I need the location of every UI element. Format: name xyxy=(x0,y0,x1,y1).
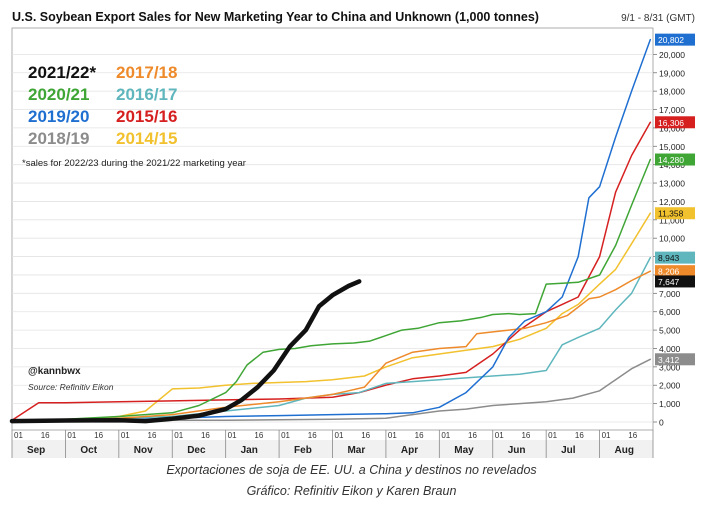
end-label-box xyxy=(655,207,695,220)
x-day-label: 16 xyxy=(41,431,50,440)
x-month-label: Jul xyxy=(561,445,576,456)
source-label: Source: Refinitiv Eikon xyxy=(28,382,114,392)
gridlines xyxy=(12,53,653,423)
y-tick-label: 2,000 xyxy=(659,381,681,391)
end-label-text: 20,802 xyxy=(658,35,684,45)
series-line xyxy=(11,121,652,421)
x-day-label: 16 xyxy=(468,431,477,440)
x-day-label: 16 xyxy=(521,431,530,440)
y-tick-label: 10,000 xyxy=(659,234,685,244)
y-tick-label: 12,000 xyxy=(659,197,685,207)
chart-note: *sales for 2022/23 during the 2021/22 ma… xyxy=(22,158,246,169)
x-day-label: 01 xyxy=(602,431,611,440)
end-label-box xyxy=(655,251,695,264)
legend-entry: 2018/19 xyxy=(28,129,89,148)
legend-entry: 2017/18 xyxy=(116,63,177,82)
series-line xyxy=(11,270,652,422)
series-line xyxy=(11,212,652,422)
end-label-text: 16,306 xyxy=(658,118,684,128)
end-label-box xyxy=(655,275,695,288)
x-day-label: 01 xyxy=(388,431,397,440)
x-month-label: Apr xyxy=(401,445,418,456)
x-month-label: Sep xyxy=(27,445,45,456)
caption-line-1: Exportaciones de soja de EE. UU. a China… xyxy=(166,463,537,477)
legend-entry: 2014/15 xyxy=(116,129,177,148)
chart: U.S. Soybean Export Sales for New Market… xyxy=(9,10,695,458)
end-label-text: 8,206 xyxy=(658,267,680,277)
end-label-text: 3,412 xyxy=(658,355,680,365)
x-month-label: Nov xyxy=(134,445,153,456)
x-day-label: 01 xyxy=(121,431,130,440)
x-month-label: Mar xyxy=(347,445,365,456)
chart-subtitle: 9/1 - 8/31 (GMT) xyxy=(621,13,695,24)
y-tick-label: 20,000 xyxy=(659,50,685,60)
x-day-label: 01 xyxy=(441,431,450,440)
x-month-label: Dec xyxy=(187,445,206,456)
handle-label: @kannbwx xyxy=(28,366,81,377)
series-line xyxy=(11,158,652,421)
legend-entry: 2015/16 xyxy=(116,107,177,126)
y-tick-label: 7,000 xyxy=(659,289,681,299)
end-label-text: 11,358 xyxy=(658,209,684,219)
x-day-label: 01 xyxy=(335,431,344,440)
y-tick-label: 3,000 xyxy=(659,362,681,372)
legend-entry: 2016/17 xyxy=(116,85,177,104)
x-month-label: Jun xyxy=(508,445,526,456)
x-axis: 01 16 Sep 01 16 Oct 01 16 Nov 01 16 Dec 01 16 Jan 01 16 F… xyxy=(11,430,654,458)
y-tick-label: 19,000 xyxy=(659,68,685,78)
x-day-label: 01 xyxy=(495,431,504,440)
legend-entry: 2021/22* xyxy=(28,63,96,82)
end-label-box xyxy=(655,353,695,366)
y-tick-label: 13,000 xyxy=(659,179,685,189)
end-label-text: 14,280 xyxy=(658,155,684,165)
y-tick-label: 4,000 xyxy=(659,344,681,354)
end-label-text: 8,943 xyxy=(658,253,680,263)
y-tick-label: 16,000 xyxy=(659,123,685,133)
end-label-box xyxy=(655,33,695,46)
series-layer xyxy=(9,38,652,424)
y-tick-label: 6,000 xyxy=(659,307,681,317)
x-month-label: Feb xyxy=(294,445,312,456)
x-day-label: 16 xyxy=(361,431,370,440)
x-day-label: 01 xyxy=(281,431,290,440)
x-month-label: Oct xyxy=(80,445,97,456)
x-day-label: 16 xyxy=(308,431,317,440)
legend: 2021/22* 2017/18 2020/21 2016/17 2019/20 2015… xyxy=(28,63,177,148)
y-tick-label: 11,000 xyxy=(659,215,685,225)
x-day-label: 16 xyxy=(148,431,157,440)
x-day-label: 01 xyxy=(14,431,23,440)
caption-line-2: Gráfico: Refinitiv Eikon y Karen Braun xyxy=(246,484,457,498)
x-day-label: 16 xyxy=(94,431,103,440)
series-line xyxy=(9,279,362,424)
x-day-label: 01 xyxy=(228,431,237,440)
x-day-label: 01 xyxy=(174,431,183,440)
end-label-text: 7,647 xyxy=(658,277,680,287)
x-day-label: 01 xyxy=(67,431,76,440)
x-day-label: 01 xyxy=(548,431,557,440)
y-tick-label: 15,000 xyxy=(659,142,685,152)
x-month-label: Jan xyxy=(241,445,258,456)
x-day-label: 16 xyxy=(254,431,263,440)
x-day-label: 16 xyxy=(628,431,637,440)
y-tick-label: 0 xyxy=(659,418,664,428)
y-tick-label: 17,000 xyxy=(659,105,685,115)
x-day-label: 16 xyxy=(201,431,210,440)
chart-title: U.S. Soybean Export Sales for New Market… xyxy=(12,10,539,24)
legend-entry: 2020/21 xyxy=(28,85,89,104)
y-tick-label: 18,000 xyxy=(659,87,685,97)
end-label-box xyxy=(655,153,695,166)
end-label-box xyxy=(655,116,695,129)
y-tick-label: 5,000 xyxy=(659,326,681,336)
x-day-label: 16 xyxy=(575,431,584,440)
x-month-label: Aug xyxy=(615,445,634,456)
legend-entry: 2019/20 xyxy=(28,107,89,126)
end-label-box xyxy=(655,265,695,278)
x-day-label: 16 xyxy=(415,431,424,440)
plot-area xyxy=(11,27,654,431)
x-month-label: May xyxy=(454,445,474,456)
y-tick-label: 1,000 xyxy=(659,399,681,409)
